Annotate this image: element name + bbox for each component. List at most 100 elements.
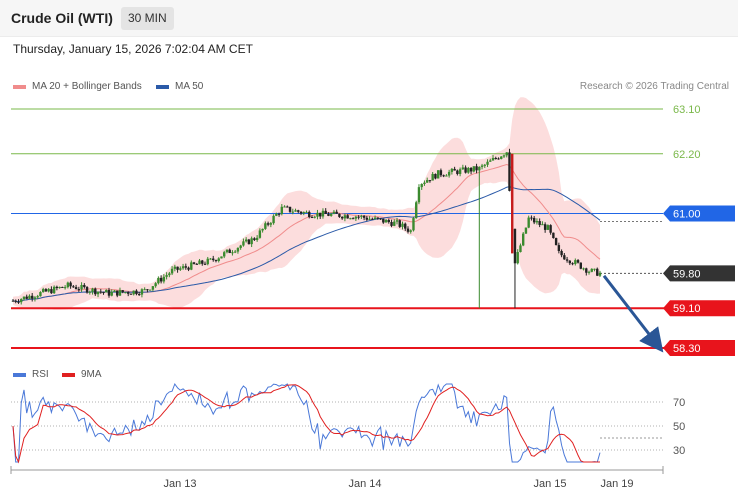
- candle-body: [362, 215, 366, 218]
- candle-body: [593, 268, 596, 270]
- candle-body: [387, 219, 390, 223]
- candle-body: [266, 223, 270, 225]
- candle-body: [297, 210, 300, 212]
- candle-body: [376, 217, 380, 219]
- candle-body: [212, 258, 215, 261]
- candle-body: [58, 286, 61, 289]
- candle-body: [554, 238, 558, 246]
- candle-body: [121, 290, 124, 293]
- legend-9ma: 9MA: [62, 369, 102, 380]
- candle-body: [505, 152, 508, 156]
- candle-body: [563, 255, 566, 260]
- candle-body: [494, 157, 497, 159]
- candle-body: [192, 262, 196, 264]
- legend-ma20: MA 20 + Bollinger Bands: [13, 81, 142, 92]
- candle-body: [585, 268, 588, 273]
- candle-body: [382, 218, 385, 223]
- candle-body: [511, 153, 514, 254]
- last-price-tag: [663, 265, 735, 282]
- ma9-swatch: [62, 372, 75, 377]
- candle-body: [280, 206, 284, 215]
- candle-body: [201, 260, 204, 264]
- candle-body: [524, 227, 528, 234]
- candle-body: [568, 260, 572, 264]
- candle-body: [33, 297, 37, 299]
- level-tag-2: [663, 205, 735, 222]
- candle-body: [148, 289, 152, 291]
- candle-body: [135, 290, 138, 295]
- candle-body: [519, 245, 522, 253]
- candle-body: [497, 158, 500, 160]
- candle-body: [478, 166, 481, 171]
- candle-body: [66, 282, 70, 288]
- candle-body: [445, 175, 448, 177]
- candle-body: [541, 224, 544, 226]
- candle-body: [94, 288, 97, 295]
- candle-body: [258, 230, 262, 238]
- candle-body: [113, 290, 116, 292]
- candle-body: [116, 290, 119, 296]
- candle-body: [489, 160, 492, 162]
- candle-body: [368, 218, 371, 220]
- candle-body: [486, 161, 489, 165]
- ma50-swatch: [156, 84, 169, 89]
- candle-body: [146, 289, 149, 291]
- candle-body: [332, 211, 336, 214]
- candle-body: [502, 155, 506, 157]
- candle-body: [11, 300, 15, 302]
- candle-body: [310, 217, 314, 219]
- candle-body: [343, 215, 347, 219]
- candle-body: [110, 291, 113, 296]
- candle-body: [516, 252, 519, 264]
- candle-body: [415, 202, 418, 219]
- candle-body: [425, 180, 429, 183]
- candle-body: [412, 218, 415, 231]
- ma50-label: MA 50: [175, 81, 204, 92]
- candle-body: [329, 213, 333, 216]
- candle-body: [401, 223, 404, 227]
- candle-body: [436, 170, 440, 179]
- candle-body: [346, 215, 349, 219]
- candle-body: [85, 287, 89, 293]
- candle-body: [20, 299, 23, 303]
- candle-body: [132, 290, 135, 295]
- legend-ma50: MA 50: [156, 81, 203, 92]
- candle-body: [321, 210, 325, 217]
- candle-body: [393, 221, 396, 226]
- candle-body: [36, 296, 39, 298]
- candle-body: [118, 290, 122, 296]
- level-label-0: 63.10: [673, 104, 701, 116]
- candle-body: [107, 289, 111, 296]
- candle-body: [596, 268, 599, 276]
- candle-body: [269, 223, 273, 225]
- candle-body: [22, 296, 26, 300]
- candle-body: [277, 213, 281, 215]
- candle-body: [532, 217, 536, 223]
- candle-body: [44, 289, 48, 292]
- candle-body: [187, 267, 190, 270]
- candle-body: [55, 286, 59, 289]
- level-label-4: 58.30: [673, 343, 701, 355]
- timeframe-button[interactable]: 30 MIN: [121, 7, 174, 30]
- candle-body: [203, 263, 207, 265]
- candle-body: [398, 220, 401, 227]
- legend-rsi: RSI: [13, 369, 49, 380]
- candle-body: [83, 284, 86, 288]
- candle-body: [582, 268, 585, 270]
- candle-body: [170, 268, 174, 274]
- candle-body: [442, 175, 445, 177]
- candle-body: [129, 293, 133, 295]
- candle-body: [447, 171, 451, 176]
- candle-body: [159, 277, 163, 282]
- candle-body: [127, 292, 130, 294]
- x-tick-label-2: Jan 15: [533, 478, 566, 490]
- candle-body: [384, 219, 388, 223]
- rsi-tick-0: 70: [673, 397, 685, 409]
- candle-body: [327, 213, 330, 216]
- candle-body: [294, 210, 297, 212]
- candle-body: [467, 167, 470, 173]
- candle-body: [242, 241, 245, 246]
- candle-body: [228, 249, 231, 253]
- candle-body: [217, 258, 220, 261]
